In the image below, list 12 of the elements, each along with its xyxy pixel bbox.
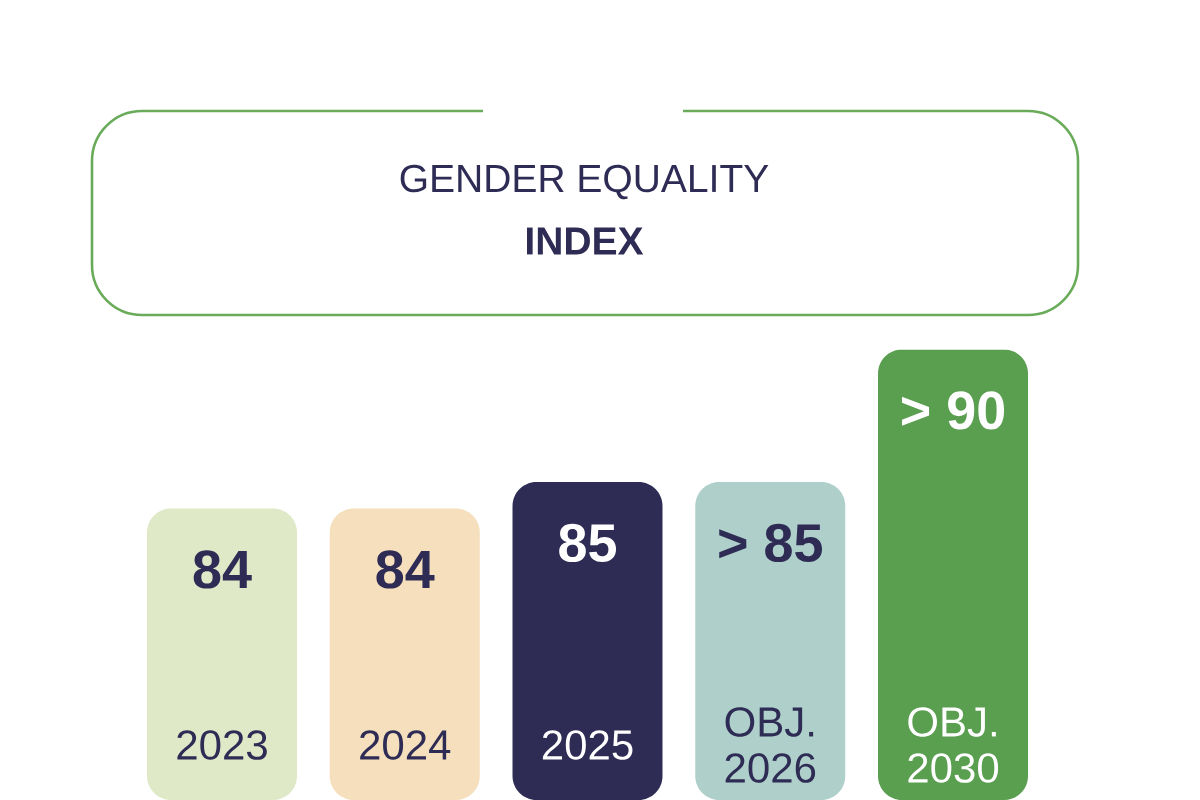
data-label: > 90 [901,391,1005,430]
data-label: 85 [559,523,617,563]
x-tick-label: 2024 [360,730,451,760]
chart-subtitle: INDEX [527,227,644,255]
data-label: > 85 [719,523,823,563]
x-tick-label: 2023 [177,730,267,760]
chart-title: GENDER EQUALITY [400,164,769,200]
data-label: 84 [193,550,252,589]
data-label: 84 [376,550,435,589]
x-tick-label: OBJ. 2026 [725,707,816,783]
x-tick-label: OBJ. 2030 [908,707,999,783]
x-tick-label: 2025 [542,730,633,760]
